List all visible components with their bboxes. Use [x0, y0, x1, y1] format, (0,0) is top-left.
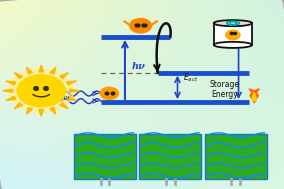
Polygon shape [66, 81, 77, 85]
Circle shape [130, 19, 151, 33]
Polygon shape [6, 97, 16, 101]
Polygon shape [26, 67, 32, 74]
Text: Storage
Energy: Storage Energy [209, 80, 239, 99]
Ellipse shape [214, 42, 252, 48]
Polygon shape [66, 97, 77, 101]
Polygon shape [14, 73, 23, 78]
Circle shape [100, 87, 118, 99]
Polygon shape [50, 108, 56, 114]
Polygon shape [70, 89, 80, 92]
Polygon shape [50, 67, 56, 74]
Polygon shape [6, 81, 16, 85]
FancyBboxPatch shape [139, 134, 201, 179]
FancyBboxPatch shape [205, 134, 267, 179]
Polygon shape [60, 73, 68, 78]
Text: hν: hν [132, 62, 146, 71]
Polygon shape [3, 89, 13, 92]
Polygon shape [39, 110, 43, 116]
Bar [214, 23, 252, 45]
Polygon shape [26, 108, 32, 114]
Text: $E_{act}$: $E_{act}$ [183, 72, 199, 84]
Circle shape [226, 30, 240, 40]
Polygon shape [249, 89, 259, 103]
Polygon shape [14, 103, 23, 109]
Polygon shape [252, 93, 256, 101]
Polygon shape [39, 65, 43, 72]
Circle shape [17, 75, 65, 107]
Circle shape [9, 69, 74, 112]
Ellipse shape [214, 20, 252, 26]
Text: hν: hν [61, 94, 70, 102]
FancyBboxPatch shape [74, 134, 136, 179]
Polygon shape [60, 103, 68, 109]
